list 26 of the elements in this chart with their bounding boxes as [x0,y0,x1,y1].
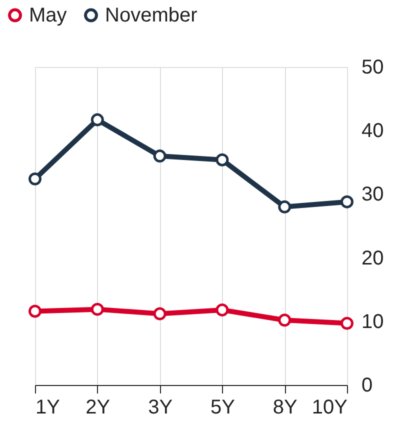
point [28,172,42,186]
y-tick-label: 0 [362,374,373,396]
y-tick-label: 50 [362,56,384,78]
x-tick-label: 5Y [210,396,235,418]
point [28,304,42,318]
point [90,302,104,316]
x-tick-label: 8Y [272,396,298,418]
point [153,150,166,163]
legend-label: November [105,4,198,26]
point [340,316,354,330]
point [278,314,292,327]
y-tick-label: 10 [362,310,384,333]
y-tick-label: 30 [362,184,384,206]
point [216,153,229,166]
point [340,195,354,208]
y-tick-label: 40 [362,120,384,142]
x-tick-label: 3Y [148,396,173,418]
x-tick-label: 2Y [86,396,110,418]
point [216,303,229,316]
point [153,307,166,320]
legend-label: May [29,4,67,26]
point [90,113,104,126]
y-tick-label: 20 [362,247,384,270]
point [278,200,292,214]
x-tick-label: 1Y [36,396,60,418]
x-tick-label: 10Y [312,396,348,418]
